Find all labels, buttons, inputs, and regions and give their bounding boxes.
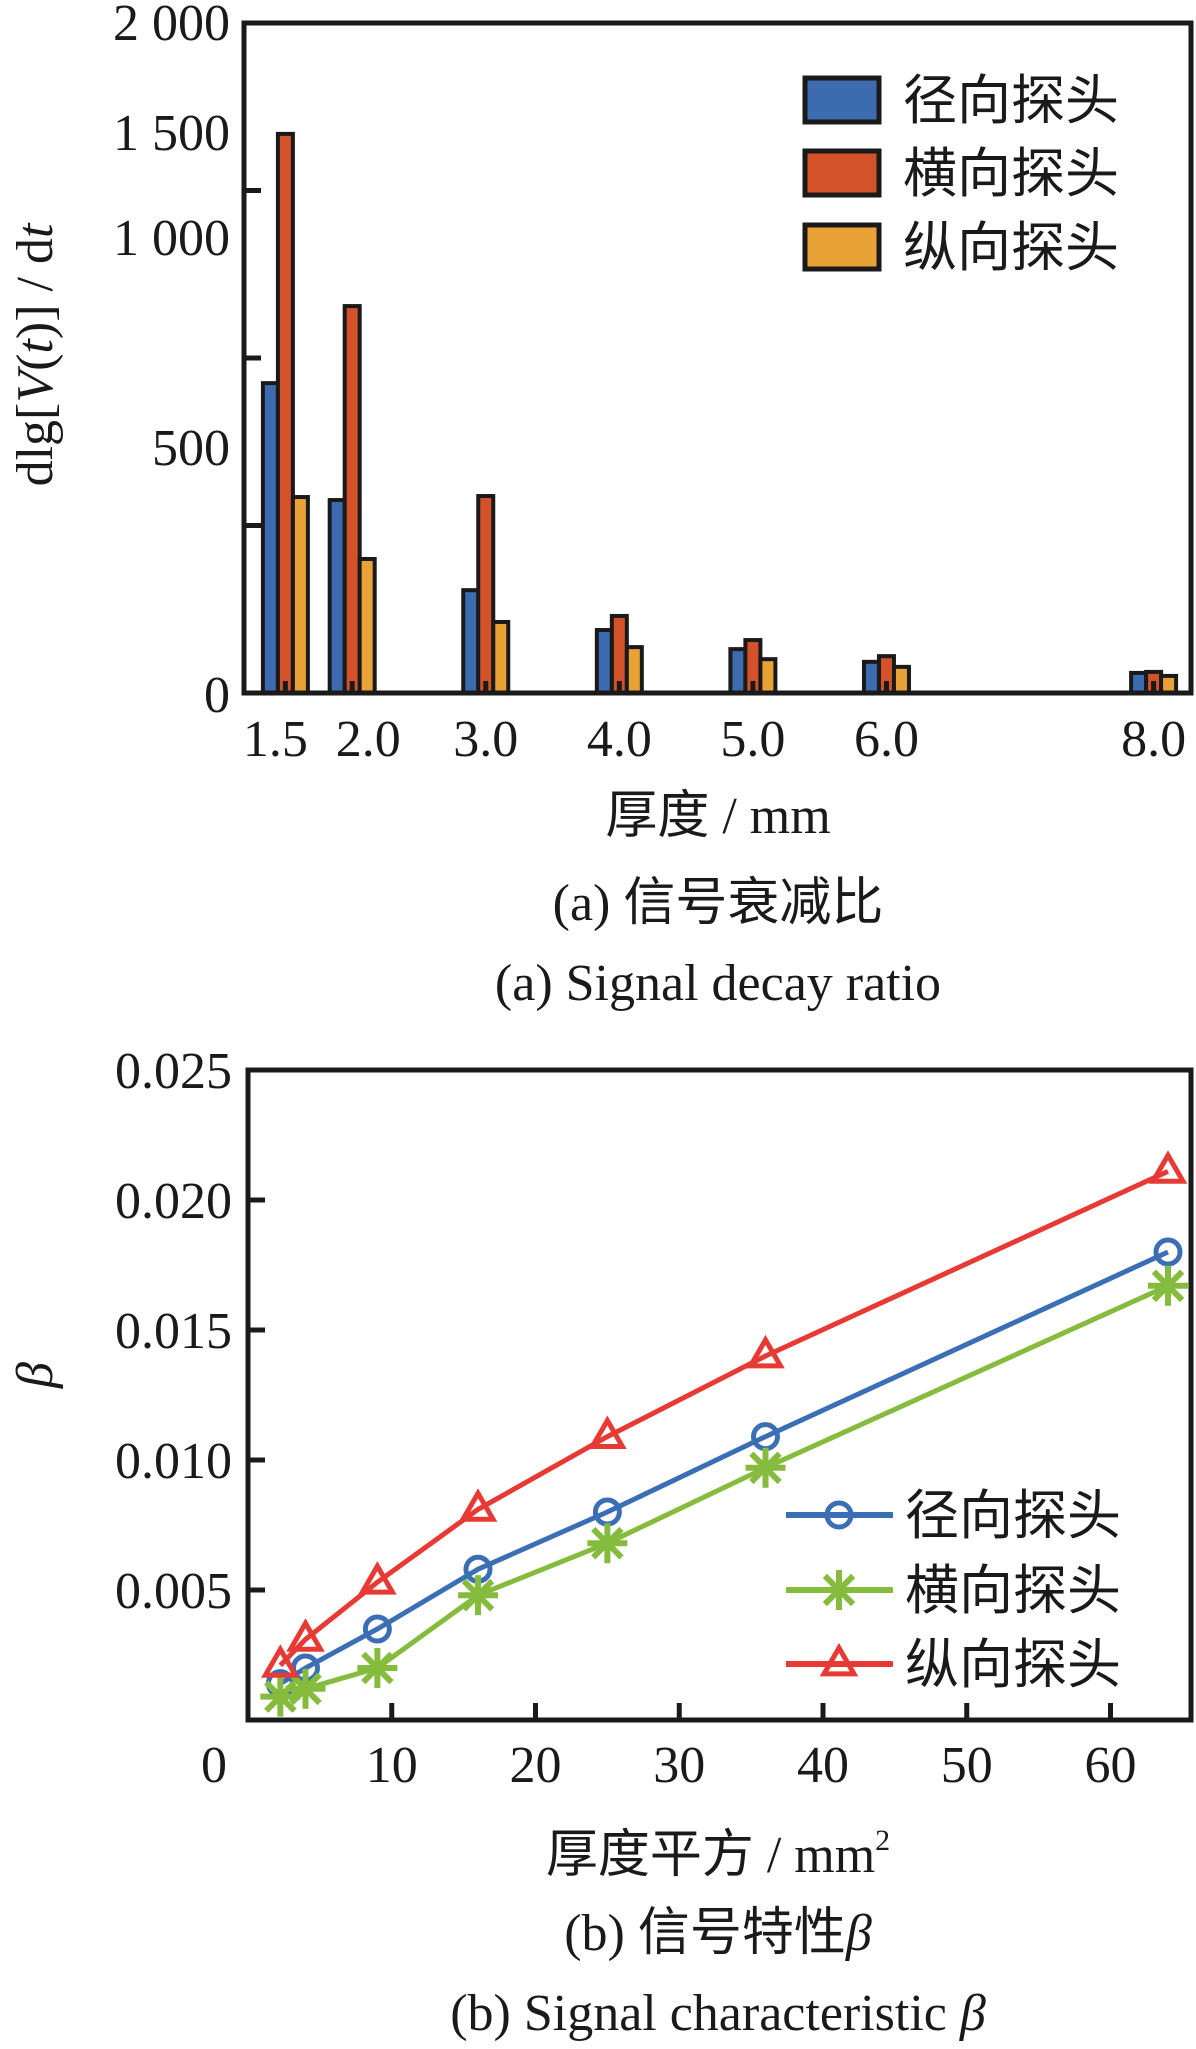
marker-circle [362,1614,392,1644]
bar [758,657,778,695]
x-tick-labels: 0 10 20 30 40 50 60 [201,1737,1137,1794]
marker-asterisk [458,1575,498,1616]
asterisk-stroke [1151,1269,1185,1303]
legend-swatch [802,222,882,272]
asterisk-stroke [822,1573,856,1607]
bar [861,659,881,695]
series-layer [260,1150,1188,1717]
marker-asterisk [357,1648,398,1688]
marker-asterisk [587,1523,628,1564]
bar [357,557,377,695]
series-line [278,1169,1170,1668]
y-tick-labels: 2 000 1 500 1 000 500 0 [113,0,230,724]
marker-triangle [1148,1150,1188,1184]
asterisk-stroke [361,1651,394,1685]
y-tick-label: 0.005 [115,1563,232,1620]
bar [342,304,362,695]
y-tick-label: 0.020 [115,1173,232,1230]
bar [476,494,496,695]
caption-en: (a) Signal decay ratio [495,955,941,1012]
x-tick-label: 40 [797,1737,849,1794]
bar [327,498,347,696]
bar [594,628,614,696]
asterisk-stroke [461,1578,495,1612]
asterisk-stroke [591,1526,624,1560]
x-tick-label: 20 [510,1737,562,1794]
x-tick-label: 3.0 [453,711,518,768]
bar [1159,673,1179,695]
legend-label: 横向探头 [905,1561,1121,1621]
marker-asterisk [1148,1265,1188,1306]
x-tick-label: 10 [366,1737,418,1794]
bar [1129,670,1149,696]
y-tick-label: 1 500 [113,105,230,162]
marker-triangle [819,1642,859,1677]
legend-label: 横向探头 [903,144,1119,204]
x-tick-label: 30 [653,1737,705,1794]
marker-triangle [261,1644,300,1678]
x-tick-label: 1.5 [243,711,308,768]
x-tick-label: 8.0 [1121,711,1186,768]
x-tick-label: 5.0 [720,711,785,768]
legend-swatch [802,75,882,125]
y-tick-marks [248,1197,265,1593]
x-tick-label: 50 [941,1737,993,1794]
x-tick-label: 0 [201,1737,227,1794]
bar [275,131,295,695]
bar [461,588,481,696]
caption-cn: (a) 信号衰减比 [553,875,884,932]
legend-label: 纵向探头 [905,1635,1121,1695]
x-tick-labels: 1.5 2.0 3.0 4.0 5.0 6.0 8.0 [243,711,1186,768]
chart-a: 2 000 1 500 1 000 500 0 1.5 2.0 3.0 4.0 5.0 6.0 8.… [7,0,1194,1012]
asterisk-stroke [749,1451,782,1485]
bar [491,619,511,695]
caption-cn: (b) 信号特性β [564,1905,872,1962]
y-tick-label: 1 000 [113,210,230,267]
marker-asterisk [745,1447,786,1488]
marker-triangle [746,1334,785,1369]
y-tick-label: 0.015 [115,1303,232,1360]
y-tick-marks [244,188,261,528]
y-tick-label: 0.025 [115,1043,232,1100]
marker-asterisk [285,1668,326,1709]
x-tick-label: 60 [1085,1737,1137,1794]
marker-circle [824,1500,854,1530]
marker-circle [1153,1237,1183,1267]
y-tick-label: 0 [204,667,230,724]
marker-asterisk [819,1570,859,1610]
bar [891,664,911,695]
x-tick-marks [389,1703,1113,1720]
x-tick-label: 4.0 [587,711,652,768]
asterisk-stroke [289,1672,322,1706]
bar [728,647,748,695]
legend-label: 径向探头 [905,1486,1121,1546]
marker-triangle [358,1561,397,1595]
caption-en: (b) Signal characteristic β [450,1985,986,2042]
x-axis-title: 厚度平方 / mm2 [546,1824,890,1884]
y-tick-labels: 0.025 0.020 0.015 0.010 0.005 [115,1043,232,1620]
y-tick-label: 500 [152,420,230,477]
marker-triangle [458,1488,498,1522]
y-tick-label: 2 000 [113,0,230,52]
y-tick-label: 0.010 [115,1433,232,1490]
x-axis-title: 厚度 / mm [605,788,830,845]
bar [290,495,310,695]
legend-label: 纵向探头 [903,218,1119,278]
marker-triangle [588,1415,627,1449]
series-line [279,1249,1170,1686]
bar [624,645,644,695]
marker-triangle [286,1618,325,1652]
legend-label: 径向探头 [903,71,1119,131]
y-axis-title: dlg[V(t)] / dt [7,222,64,486]
y-axis-title: β [7,1362,64,1389]
legend-swatch [802,148,882,198]
bar [260,381,280,695]
x-tick-label: 2.0 [336,711,401,768]
plot-frame [245,1067,1194,1723]
x-tick-label: 6.0 [854,711,919,768]
